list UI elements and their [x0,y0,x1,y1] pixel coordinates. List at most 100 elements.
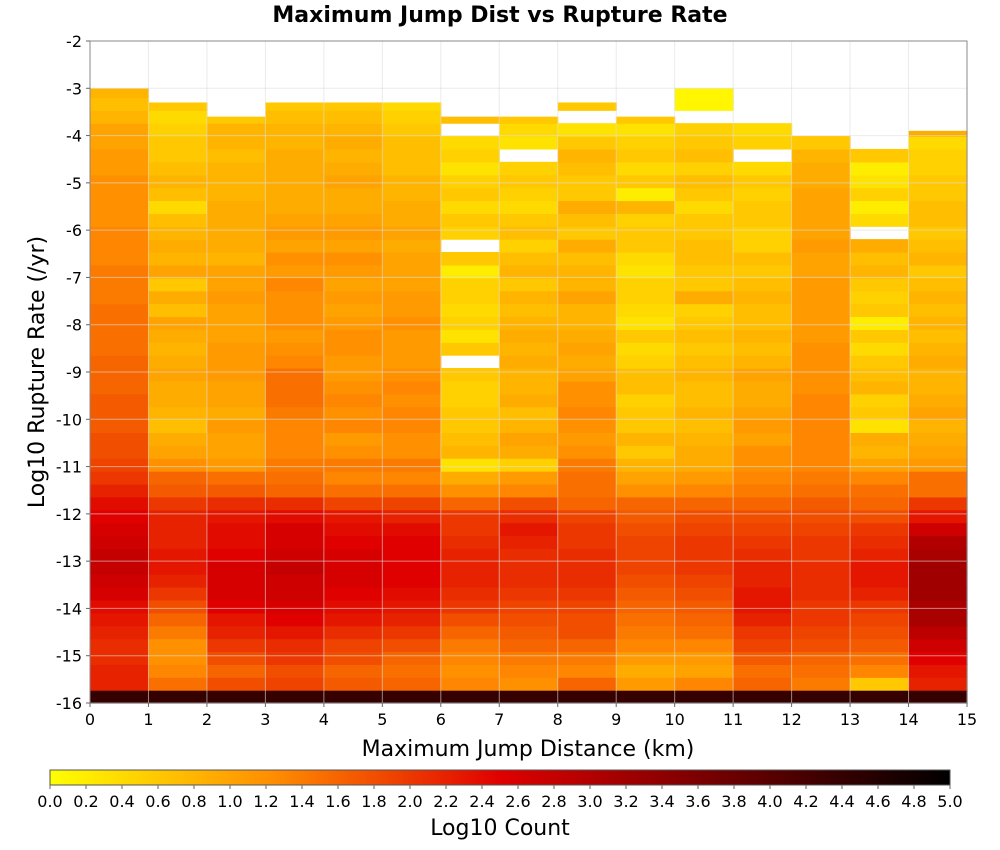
heatmap-cell [206,458,266,472]
heatmap-cell [674,342,734,356]
heatmap-cell [265,561,325,575]
heatmap-cell [206,432,266,446]
heatmap-cell [382,102,442,111]
heatmap-cell [733,471,793,485]
heatmap-cell [382,174,442,189]
heatmap-cell [382,677,442,691]
colorbar-tick-label: 1.6 [325,792,350,811]
heatmap-cell [265,432,325,446]
heatmap-cell [850,509,910,524]
heatmap-cell [90,148,150,163]
heatmap-cell [206,690,266,704]
heatmap-cell [265,303,325,318]
heatmap-cell [382,587,442,601]
heatmap-cell [791,136,851,150]
heatmap-cell [206,355,266,369]
heatmap-cell [616,239,676,253]
y-tick-label: -5 [66,174,82,193]
heatmap-cell [850,561,910,575]
heatmap-cell [674,548,734,562]
heatmap-cell [674,252,734,266]
heatmap-cell [90,88,150,98]
heatmap-cell [440,690,500,704]
x-tick-label: 9 [611,710,621,729]
heatmap-cell [206,200,266,214]
heatmap-cell [850,419,910,434]
heatmap-cell [850,638,910,653]
heatmap-cell [265,625,325,640]
heatmap-cell [616,148,676,163]
heatmap-cell [382,380,442,395]
heatmap-cell [440,535,500,549]
heatmap-cell [557,303,617,318]
heatmap-cell [323,548,383,562]
heatmap-cell [674,123,734,137]
heatmap-cell [323,483,383,498]
heatmap-cell [557,535,617,549]
heatmap-cell [206,342,266,356]
heatmap-cell [616,174,676,189]
heatmap-cell [148,664,208,678]
colorbar-tick-label: 4.0 [757,792,782,811]
heatmap-cell [616,432,676,446]
heatmap-cell [90,239,150,253]
heatmap-cell [148,561,208,575]
heatmap-cell [908,252,968,266]
heatmap-cell [791,458,851,472]
y-axis-label: Log10 Rupture Rate (/yr) [25,236,50,508]
heatmap-cell [733,264,793,279]
heatmap-cell [206,638,266,653]
heatmap-cell [148,355,208,369]
heatmap-cell [382,599,442,614]
heatmap-cell [382,419,442,434]
heatmap-cell [908,136,968,150]
heatmap-cell [206,599,266,614]
heatmap-cell [90,110,150,124]
heatmap-cell [733,548,793,562]
heatmap-cell [148,458,208,472]
heatmap-cell [616,226,676,240]
heatmap-cell [616,264,676,279]
heatmap-cell [791,496,851,511]
heatmap-cell [90,612,150,627]
heatmap-cell [323,316,383,330]
heatmap-cell [616,612,676,627]
heatmap-cell [382,535,442,549]
heatmap-cell [499,664,559,678]
heatmap-cell [323,535,383,549]
heatmap-cell [206,419,266,434]
heatmap-cell [557,264,617,279]
heatmap-cell [733,342,793,356]
heatmap-cell [908,174,968,189]
heatmap-cell [791,148,851,163]
heatmap-cell [265,136,325,150]
heatmap-cell [440,264,500,279]
heatmap-cell [791,329,851,343]
heatmap-cell [908,355,968,369]
heatmap-cell [265,471,325,485]
heatmap-cell [323,200,383,214]
heatmap-cell [148,290,208,305]
heatmap-cell [674,496,734,511]
heatmap-cell [616,406,676,421]
heatmap-cell [382,625,442,640]
heatmap-cell [382,200,442,214]
heatmap-cell [382,471,442,485]
heatmap-cell [674,380,734,395]
heatmap-cell [148,380,208,395]
heatmap-cell [791,200,851,214]
heatmap-cell [791,638,851,653]
heatmap-cell [206,677,266,691]
heatmap-cell [499,483,559,498]
heatmap-cell [206,561,266,575]
heatmap-cell [499,264,559,279]
heatmap-cell [616,535,676,549]
heatmap-cell [323,574,383,588]
colorbar-ticks: 0.0 0.2 0.4 0.6 0.8 1.0 1.2 1.4 1.6 1.8 2.0 2.2 2.4 2… [37,785,963,811]
heatmap-cell [323,677,383,691]
heatmap-cell [148,264,208,279]
heatmap-cell [265,445,325,459]
heatmap-cell [557,277,617,292]
heatmap-cell [206,445,266,459]
heatmap-cell [499,522,559,537]
